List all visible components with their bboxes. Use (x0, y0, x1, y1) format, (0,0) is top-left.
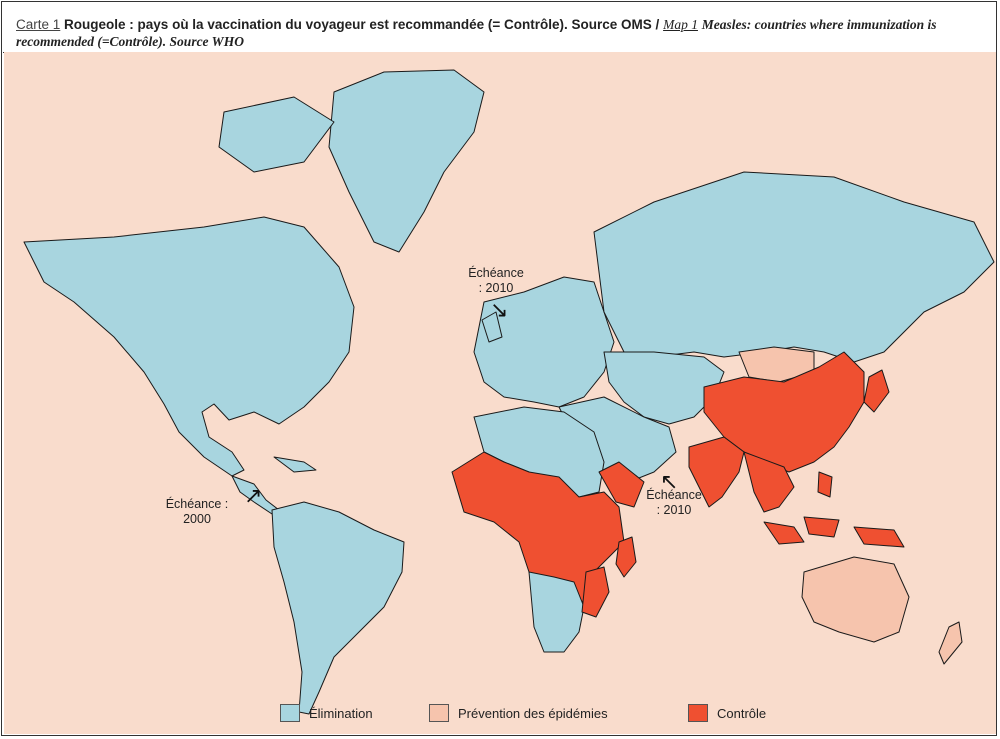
europe-deadline-note: Échéance : 2010 (468, 266, 524, 295)
emr-deadline-note: Échéance : 2010 (646, 488, 702, 517)
emr-arrow-icon: ↖ (660, 470, 679, 495)
region-madagascar (615, 536, 637, 578)
caption-fr-label: Carte 1 (16, 17, 61, 32)
world-map: Échéance : 2010 ↘ Échéance : 2000 ↗ ↖ Éc… (4, 52, 996, 734)
region-south-america (271, 501, 405, 715)
map-svg (23, 69, 995, 715)
region-india (688, 436, 745, 508)
region-southern-africa (528, 571, 585, 653)
region-japan (863, 369, 890, 413)
region-caribbean (273, 456, 317, 473)
legend-swatch-controle (688, 704, 708, 722)
region-se-asia (743, 451, 795, 513)
region-new-guinea (853, 526, 905, 548)
region-europe (473, 276, 615, 408)
map-caption: Carte 1 Rougeole : pays où la vaccinatio… (16, 16, 986, 50)
caption-fr-text: Rougeole : pays où la vaccination du voy… (64, 17, 660, 32)
region-new-zealand (938, 621, 963, 665)
region-horn-africa (598, 461, 645, 508)
region-greenland (328, 69, 485, 253)
region-uk (481, 311, 503, 343)
region-australia (801, 556, 910, 643)
legend-label-prevention: Prévention des épidémies (458, 705, 608, 721)
region-philippines (817, 471, 833, 498)
region-mozambique (581, 566, 610, 618)
caption-en-label: Map 1 (663, 17, 698, 32)
europe-arrow-icon: ↘ (490, 298, 509, 323)
region-canada-arctic (218, 96, 335, 173)
region-indonesia-2 (803, 516, 840, 538)
region-north-america (23, 216, 355, 477)
americas-deadline-note: Échéance : 2000 (165, 497, 229, 526)
americas-arrow-icon: ↗ (244, 484, 263, 509)
legend-swatch-prevention (429, 704, 449, 722)
legend-item-prevention: Prévention des épidémies (429, 701, 608, 725)
legend-label-elimination: Élimination (309, 705, 373, 721)
legend-label-controle: Contrôle (717, 705, 767, 721)
region-africa-controle (451, 451, 625, 613)
region-indonesia-1 (763, 521, 805, 545)
region-russia (593, 171, 995, 363)
region-central-asia (603, 351, 725, 425)
legend-item-elimination: Élimination (280, 701, 373, 725)
legend-swatch-elimination (280, 704, 300, 722)
legend-item-controle: Contrôle (688, 701, 766, 725)
caption-en-text: Measles: countries where immunization is… (16, 17, 937, 49)
